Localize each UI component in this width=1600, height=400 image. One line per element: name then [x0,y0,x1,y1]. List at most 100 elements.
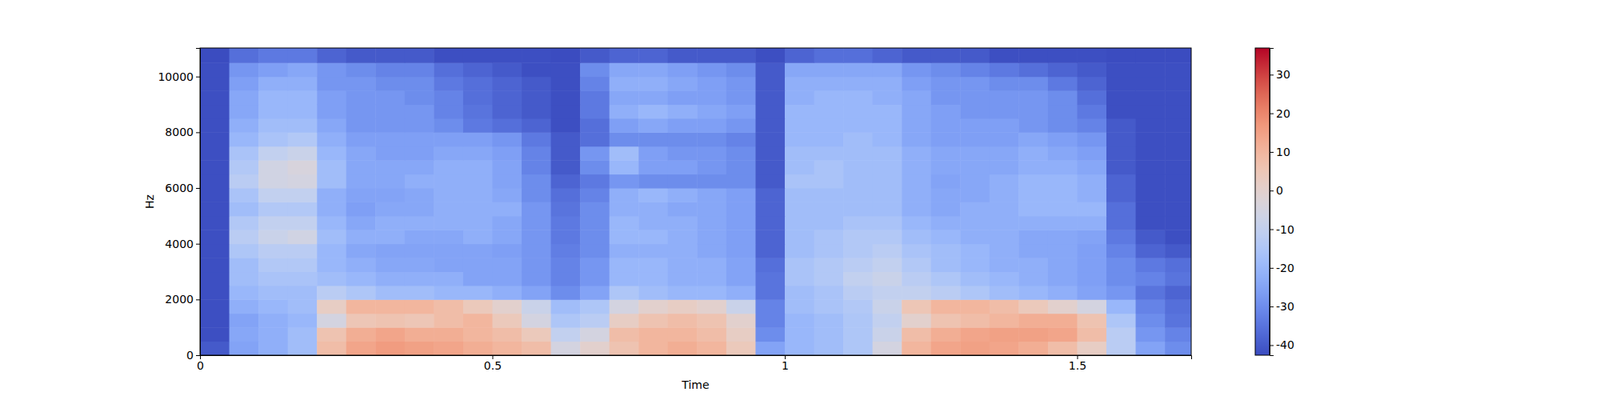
colorbar [1255,48,1270,356]
cell [931,48,961,64]
cell [229,104,260,120]
cell [784,146,815,161]
cell [521,313,552,328]
cell [521,76,552,92]
cell [696,201,727,216]
cell [200,188,230,203]
cell [1076,272,1107,287]
cell [901,62,932,77]
cell [755,244,785,259]
cell [960,76,990,92]
cell [258,104,288,120]
cell [288,188,318,203]
cell [1164,62,1192,77]
tick-label: 20 [1276,107,1291,120]
cell [989,299,1020,314]
cell [814,132,844,147]
cell [1106,174,1136,189]
cell [375,104,405,120]
cell [258,146,288,161]
cell [668,90,698,105]
cell [1048,216,1078,231]
cell [1106,118,1136,133]
cell [843,90,873,105]
cell [316,244,347,259]
cell [288,160,318,175]
cell [288,118,318,133]
cell [609,313,640,328]
cell [696,118,727,133]
cell [433,188,464,203]
cell [1048,272,1078,287]
cell [551,146,581,161]
cell [551,285,581,300]
cell [551,257,581,272]
cell [521,132,552,147]
cell [872,160,903,175]
cell [989,104,1020,120]
cell [901,229,932,244]
cell [609,188,640,203]
cell [784,216,815,231]
cell [580,229,610,244]
cell [433,174,464,189]
cell [755,62,785,77]
cell [492,188,522,203]
cell [1106,341,1136,356]
cell [1076,341,1107,356]
cell [580,313,610,328]
cell [843,257,873,272]
cell [200,104,230,120]
cell [346,257,376,272]
cell [872,76,903,92]
cell [258,327,288,342]
cell [1018,285,1048,300]
cell [726,299,756,314]
cell [609,104,640,120]
cell [1164,146,1192,161]
cell [726,76,756,92]
cell [696,272,727,287]
cell [580,90,610,105]
cell [843,188,873,203]
cell [901,341,932,356]
cell [1106,62,1136,77]
tick-mark [196,132,200,133]
cell [1106,216,1136,231]
cell [872,299,903,314]
cell [872,272,903,287]
cell [989,216,1020,231]
cell [433,216,464,231]
cell [901,132,932,147]
cell [872,146,903,161]
cell [1048,341,1078,356]
cell [989,341,1020,356]
cell [872,188,903,203]
cell [1164,244,1192,259]
cell [989,257,1020,272]
cell [1164,132,1192,147]
cell [638,132,668,147]
tick-label: 1 [781,359,789,372]
cell [814,104,844,120]
cell [1018,118,1048,133]
cell [784,341,815,356]
cell [696,132,727,147]
cell [696,313,727,328]
cell [580,188,610,203]
cell [960,244,990,259]
cell [200,146,230,161]
cell [726,313,756,328]
cell [580,174,610,189]
cell [316,257,347,272]
cell [229,132,260,147]
cell [200,62,230,77]
cell [726,104,756,120]
cell [1106,104,1136,120]
cell [346,90,376,105]
cell [580,104,610,120]
cell [1076,313,1107,328]
cell [784,132,815,147]
cell [492,160,522,175]
cell [872,90,903,105]
